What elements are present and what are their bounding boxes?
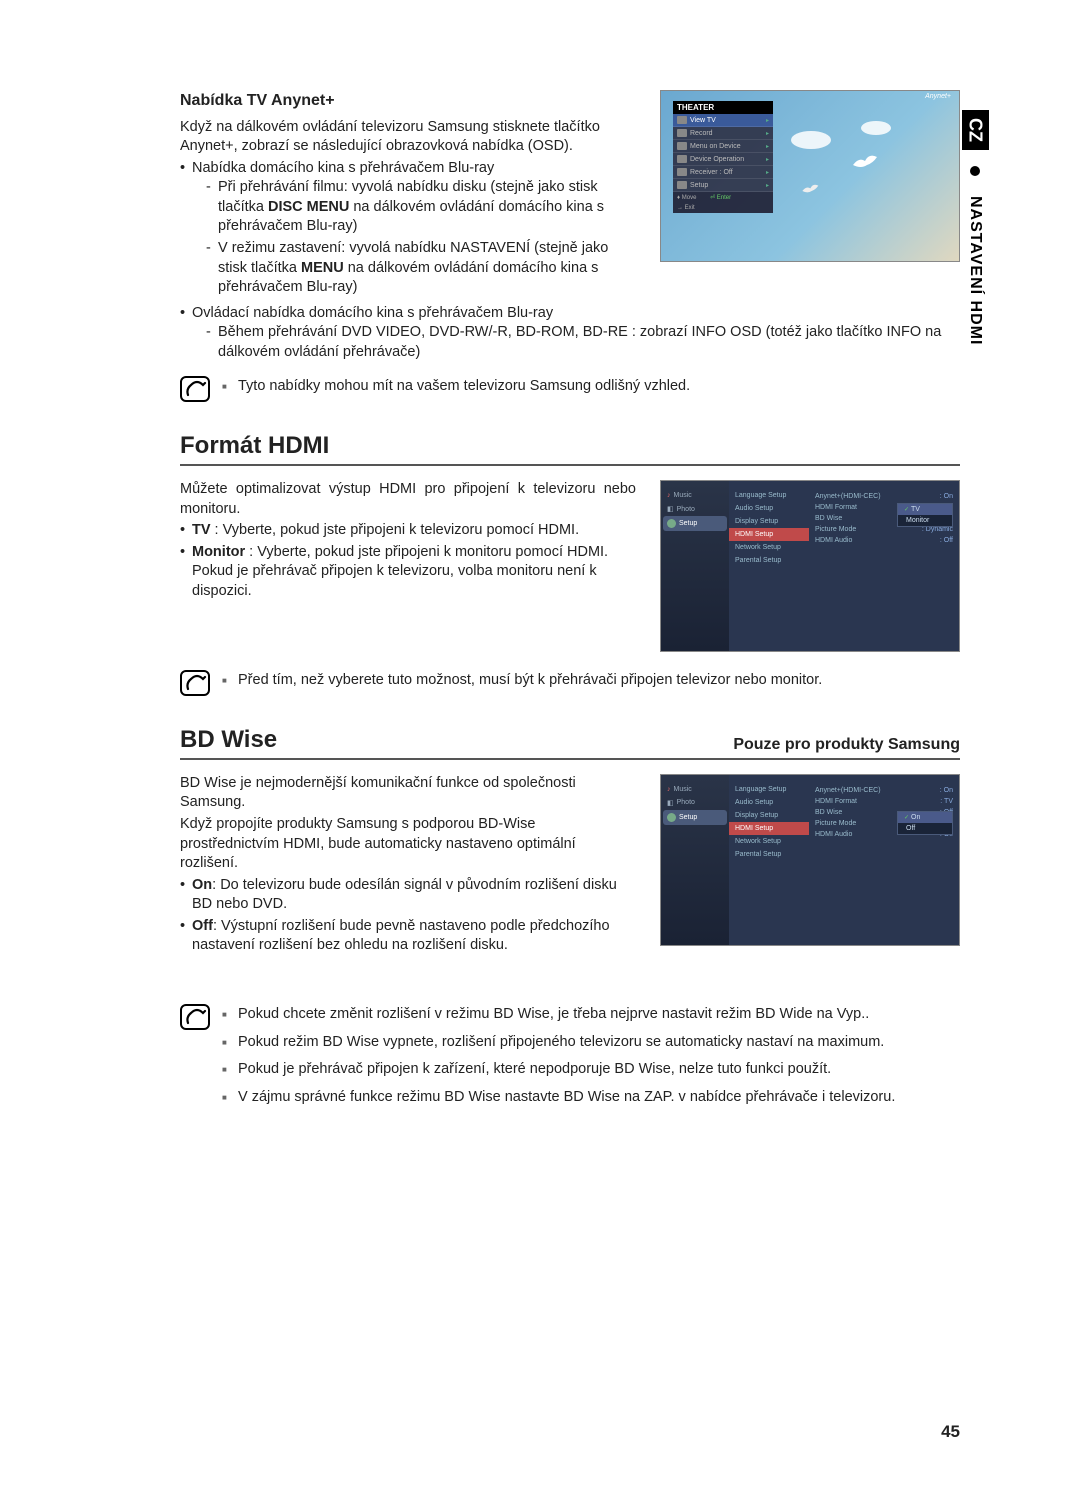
- hdmi-format-dropdown[interactable]: ✓TV Monitor: [897, 503, 953, 527]
- theater-footer: ♦ Move ⏎ Enter: [673, 192, 773, 203]
- setup-col2-item[interactable]: Parental Setup: [729, 554, 809, 567]
- setup-osd-screenshot-2: ♪Music ◧Photo Setup Language SetupAudio …: [660, 774, 960, 946]
- setup-col2-item[interactable]: Display Setup: [729, 809, 809, 822]
- setup-sidebar: ♪Music ◧Photo Setup: [661, 481, 729, 651]
- anynet-b1-d2: V režimu zastavení: vyvolá nabídku NASTA…: [206, 239, 636, 298]
- page-number: 45: [941, 1422, 960, 1442]
- bdwise-dropdown[interactable]: ✓On Off: [897, 811, 953, 835]
- theater-menu: THEATER View TV▸Record▸Menu on Device▸De…: [673, 101, 773, 213]
- setup-col2-item[interactable]: Language Setup: [729, 489, 809, 502]
- setup-col2: Language SetupAudio SetupDisplay SetupHD…: [729, 775, 809, 945]
- theater-osd-screenshot: Anynet+ THEATER View TV▸Record▸Menu on D…: [660, 90, 960, 262]
- anynet-b2-d1: Během přehrávání DVD VIDEO, DVD-RW/-R, B…: [206, 323, 960, 362]
- setup-col2-item[interactable]: Display Setup: [729, 515, 809, 528]
- hdmi-format-section: Můžete optimalizovat výstup HDMI pro při…: [180, 480, 960, 652]
- setup-col2-item[interactable]: Audio Setup: [729, 796, 809, 809]
- anynet-b1-d1: Při přehrávání filmu: vyvolá nabídku dis…: [206, 178, 636, 237]
- bdwise-note-item: Pokud je přehrávač připojen k zařízení, …: [222, 1059, 895, 1081]
- hdmi-format-title: Formát HDMI: [180, 432, 960, 466]
- dropdown-option[interactable]: ✓TV: [898, 504, 952, 515]
- hdmi-intro: Můžete optimalizovat výstup HDMI pro při…: [180, 480, 636, 519]
- setup-osd-screenshot-1: ♪Music ◧Photo Setup Language SetupAudio …: [660, 480, 960, 652]
- theater-menu-item[interactable]: Setup▸: [673, 179, 773, 192]
- setup-col2-item[interactable]: HDMI Setup: [729, 822, 809, 835]
- bird-icon: [851, 151, 881, 173]
- setup-row: HDMI Audio: Off: [815, 535, 953, 546]
- setup-col2-item[interactable]: Network Setup: [729, 835, 809, 848]
- bdwise-subtitle: Pouze pro produkty Samsung: [733, 736, 960, 754]
- bdwise-b1: On: Do televizoru bude odesílán signál v…: [180, 876, 636, 915]
- bdwise-note-item: V zájmu správné funkce režimu BD Wise na…: [222, 1087, 895, 1109]
- theater-menu-item[interactable]: Device Operation▸: [673, 153, 773, 166]
- setup-col2-item[interactable]: Language Setup: [729, 783, 809, 796]
- note-icon: [180, 670, 210, 696]
- bdwise-notes: Pokud chcete změnit rozlišení v režimu B…: [180, 1004, 960, 1115]
- note-icon: [180, 1004, 210, 1030]
- bdwise-note-item: Pokud chcete změnit rozlišení v režimu B…: [222, 1004, 895, 1026]
- dropdown-option[interactable]: Monitor: [898, 515, 952, 526]
- setup-sidebar: ♪Music ◧Photo Setup: [661, 775, 729, 945]
- hdmi-note: Před tím, než vyberete tuto možnost, mus…: [180, 670, 960, 698]
- hdmi-b1: TV : Vyberte, pokud jste připojeni k tel…: [180, 521, 636, 541]
- setup-row: Anynet+(HDMI-CEC): On: [815, 785, 953, 796]
- setup-col2-item[interactable]: Parental Setup: [729, 848, 809, 861]
- theater-footer-exit: → Exit: [673, 203, 773, 213]
- setup-col2-item[interactable]: Audio Setup: [729, 502, 809, 515]
- theater-header: THEATER: [673, 101, 773, 114]
- bdwise-title: BD Wise: [180, 726, 277, 754]
- theater-menu-item[interactable]: Menu on Device▸: [673, 140, 773, 153]
- anynet-b2: Ovládací nabídka domácího kina s přehráv…: [180, 304, 960, 363]
- bdwise-b2: Off: Výstupní rozlišení bude pevně nasta…: [180, 917, 636, 956]
- gear-icon: [667, 519, 676, 528]
- tab-section-label: NASTAVENÍ HDMI: [966, 184, 984, 345]
- bdwise-section: BD Wise je nejmodernější komunikační fun…: [180, 774, 960, 958]
- anynet-intro: Když na dálkovém ovládání televizoru Sam…: [180, 118, 636, 157]
- side-tab: CZ NASTAVENÍ HDMI: [960, 110, 990, 470]
- gear-icon: [667, 813, 676, 822]
- anynet-note: Tyto nabídky mohou mít na vašem televizo…: [180, 376, 960, 404]
- anynet-b1: Nabídka domácího kina s přehrávačem Blu-…: [180, 159, 636, 298]
- bird-icon: [801, 181, 821, 197]
- setup-col2-item[interactable]: HDMI Setup: [729, 528, 809, 541]
- anynet-section: Nabídka TV Anynet+ Když na dálkovém ovlá…: [180, 90, 960, 300]
- setup-col3: Anynet+(HDMI-CEC): OnHDMI Format: TVBD W…: [809, 775, 959, 945]
- dropdown-option[interactable]: Off: [898, 823, 952, 834]
- anynet-note-1: Tyto nabídky mohou mít na vašem televizo…: [222, 376, 690, 398]
- bdwise-p1: BD Wise je nejmodernější komunikační fun…: [180, 774, 636, 813]
- setup-row: HDMI Format: TV: [815, 796, 953, 807]
- tab-dot: [970, 166, 980, 176]
- bdwise-p2: Když propojíte produkty Samsung s podpor…: [180, 815, 636, 874]
- hdmi-note-1: Před tím, než vyberete tuto možnost, mus…: [222, 670, 822, 692]
- hdmi-b2-extra: Pokud je přehrávač připojen k televizoru…: [192, 562, 636, 601]
- bdwise-note-item: Pokud režim BD Wise vypnete, rozlišení p…: [222, 1032, 895, 1054]
- theater-menu-item[interactable]: Receiver : Off▸: [673, 166, 773, 179]
- setup-col2-item[interactable]: Network Setup: [729, 541, 809, 554]
- tab-cz: CZ: [962, 110, 989, 150]
- anynet-heading: Nabídka TV Anynet+: [180, 90, 636, 112]
- theater-menu-item[interactable]: View TV▸: [673, 114, 773, 127]
- setup-col3: Anynet+(HDMI-CEC): OnHDMI Format: TVBD W…: [809, 481, 959, 651]
- theater-menu-item[interactable]: Record▸: [673, 127, 773, 140]
- note-icon: [180, 376, 210, 402]
- setup-row: Anynet+(HDMI-CEC): On: [815, 491, 953, 502]
- hdmi-b2: Monitor : Vyberte, pokud jste připojeni …: [180, 543, 636, 602]
- bdwise-title-row: BD Wise Pouze pro produkty Samsung: [180, 726, 960, 760]
- setup-col2: Language SetupAudio SetupDisplay SetupHD…: [729, 481, 809, 651]
- dropdown-option[interactable]: ✓On: [898, 812, 952, 823]
- osd-brand: Anynet+: [925, 93, 951, 100]
